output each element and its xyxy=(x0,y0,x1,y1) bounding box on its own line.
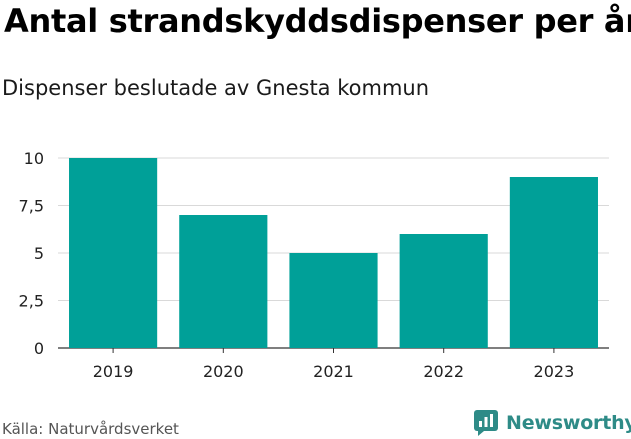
x-tick-label: 2021 xyxy=(313,362,354,381)
y-tick-label: 0 xyxy=(34,339,44,358)
bar-2022 xyxy=(399,234,488,348)
brand-name: Newsworthy xyxy=(506,412,631,434)
source-note: Källa: Naturvårdsverket xyxy=(2,420,179,438)
x-tick-label: 2022 xyxy=(423,362,464,381)
bar-chart: 0 2,5 5 7,5 10 2019 2020 2021 2022 2023 xyxy=(19,149,609,381)
x-tick-label: 2019 xyxy=(93,362,134,381)
y-tick-label: 5 xyxy=(34,244,44,263)
chart-title: Antal strandskyddsdispenser per år xyxy=(4,2,631,40)
y-tick-label: 10 xyxy=(24,149,44,168)
chart-subtitle: Dispenser beslutade av Gnesta kommun xyxy=(2,76,430,100)
bar-2020 xyxy=(179,215,268,348)
y-tick-label: 7,5 xyxy=(19,197,44,216)
x-tick-label: 2023 xyxy=(534,362,575,381)
y-tick-label: 2,5 xyxy=(19,292,44,311)
brand-logo-group: Newsworthy xyxy=(474,409,631,437)
newsworthy-logo-icon xyxy=(474,410,498,436)
bar-2023 xyxy=(509,177,598,348)
x-tick-label: 2020 xyxy=(203,362,244,381)
bar-2019 xyxy=(69,158,158,348)
bar-2021 xyxy=(289,253,378,348)
